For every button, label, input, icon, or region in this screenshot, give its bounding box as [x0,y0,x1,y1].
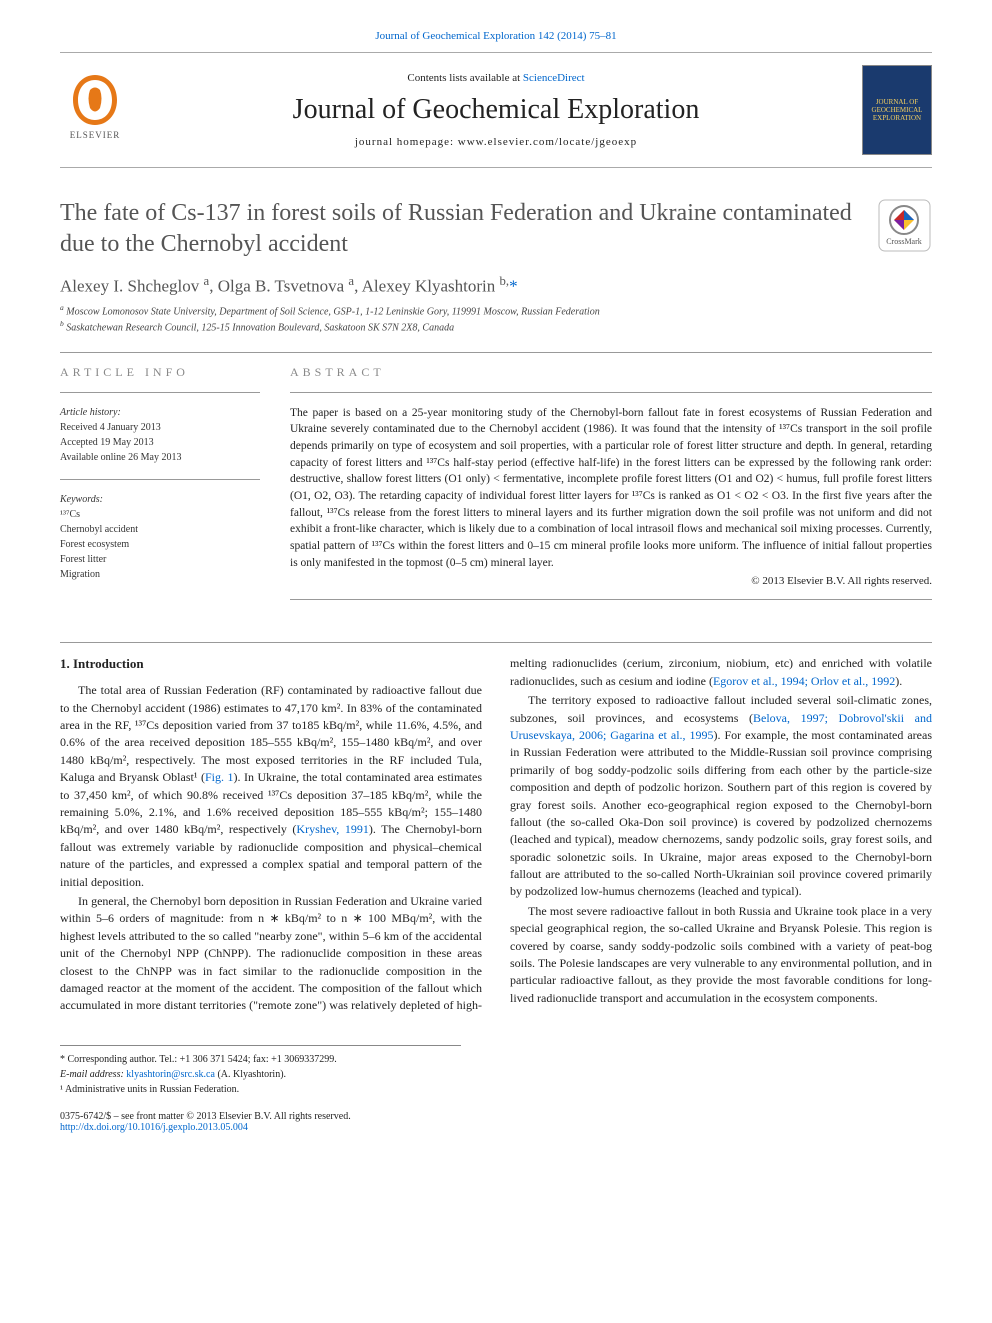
homepage-prefix: journal homepage: [355,136,458,148]
citation-link[interactable]: Egorov et al., 1994; Orlov et al., 1992 [713,674,895,688]
divider [60,352,932,353]
authors-line: Alexey I. Shcheglov a, Olga B. Tsvetnova… [60,274,932,297]
contents-prefix: Contents lists available at [407,72,522,84]
journal-citation: Journal of Geochemical Exploration 142 (… [60,30,932,42]
article-info-column: article info Article history: Received 4… [60,365,260,613]
sciencedirect-link[interactable]: ScienceDirect [523,72,585,84]
keywords-label: Keywords: [60,492,260,507]
svg-text:CrossMark: CrossMark [886,237,922,246]
divider [60,642,932,643]
body-paragraph: The most severe radioactive fallout in b… [510,903,932,1007]
article-body: 1. Introduction The total area of Russia… [60,655,932,1014]
body-text: In general, the Chernobyl born depositio… [60,894,482,978]
body-paragraph: The territory exposed to radioactive fal… [510,692,932,901]
online-date: Available online 26 May 2013 [60,450,260,465]
front-matter-note: 0375-6742/$ – see front matter © 2013 El… [60,1111,351,1122]
affiliations: a Moscow Lomonosov State University, Dep… [60,303,932,336]
elsevier-logo-text: ELSEVIER [70,130,121,140]
footnote-1: ¹ Administrative units in Russian Federa… [60,1082,461,1097]
doi-link[interactable]: http://dx.doi.org/10.1016/j.gexplo.2013.… [60,1122,248,1133]
footnotes: * Corresponding author. Tel.: +1 306 371… [60,1045,461,1097]
keyword: Chernobyl accident [60,522,260,537]
keyword: Forest ecosystem [60,537,260,552]
abstract-heading: abstract [290,365,932,380]
aff-a: Moscow Lomonosov State University, Depar… [64,306,600,317]
keyword: Forest litter [60,552,260,567]
journal-header: ELSEVIER Contents lists available at Sci… [60,52,932,168]
corresponding-author-link[interactable]: * [509,277,518,296]
author-3: , Alexey Klyashtorin [354,277,499,296]
keyword: ¹³⁷Cs [60,507,260,522]
email-label: E-mail address: [60,1069,126,1080]
divider [60,392,260,393]
contents-line: Contents lists available at ScienceDirec… [130,72,862,84]
keyword: Migration [60,567,260,582]
journal-name: Journal of Geochemical Exploration [130,94,862,126]
citation-link[interactable]: Kryshev, 1991 [296,822,368,836]
journal-homepage: journal homepage: www.elsevier.com/locat… [130,136,862,148]
divider [60,479,260,480]
received-date: Received 4 January 2013 [60,420,260,435]
history-label: Article history: [60,405,260,420]
divider [290,599,932,600]
elsevier-logo[interactable]: ELSEVIER [60,70,130,150]
email-line: E-mail address: klyashtorin@src.sk.ca (A… [60,1067,461,1082]
article-title: The fate of Cs-137 in forest soils of Ru… [60,198,857,260]
body-paragraph: The total area of Russian Federation (RF… [60,682,482,891]
homepage-url[interactable]: www.elsevier.com/locate/jgeoexp [458,136,637,148]
journal-cover-icon[interactable]: JOURNAL OF GEOCHEMICAL EXPLORATION [862,65,932,155]
abstract-column: abstract The paper is based on a 25-year… [290,365,932,613]
section-heading-intro: 1. Introduction [60,655,482,674]
page-footer: 0375-6742/$ – see front matter © 2013 El… [60,1111,932,1133]
body-text: ). [895,674,902,688]
journal-citation-link[interactable]: Journal of Geochemical Exploration 142 (… [375,30,616,42]
accepted-date: Accepted 19 May 2013 [60,435,260,450]
figure-ref-link[interactable]: Fig. 1 [205,770,234,784]
corresponding-note: * Corresponding author. Tel.: +1 306 371… [60,1052,461,1067]
divider [290,392,932,393]
abstract-text: The paper is based on a 25-year monitori… [290,405,932,572]
abstract-copyright: © 2013 Elsevier B.V. All rights reserved… [290,575,932,587]
crossmark-badge[interactable]: CrossMark [877,198,932,253]
author-1: Alexey I. Shcheglov [60,277,204,296]
email-post: (A. Klyashtorin). [215,1069,286,1080]
article-info-heading: article info [60,365,260,380]
aff-b: Saskatchewan Research Council, 125-15 In… [64,323,454,334]
body-text: ). For example, the most contaminated ar… [510,728,932,899]
email-link[interactable]: klyashtorin@src.sk.ca [126,1069,215,1080]
author-2: , Olga B. Tsvetnova [209,277,348,296]
author-3-aff: b, [500,274,510,288]
